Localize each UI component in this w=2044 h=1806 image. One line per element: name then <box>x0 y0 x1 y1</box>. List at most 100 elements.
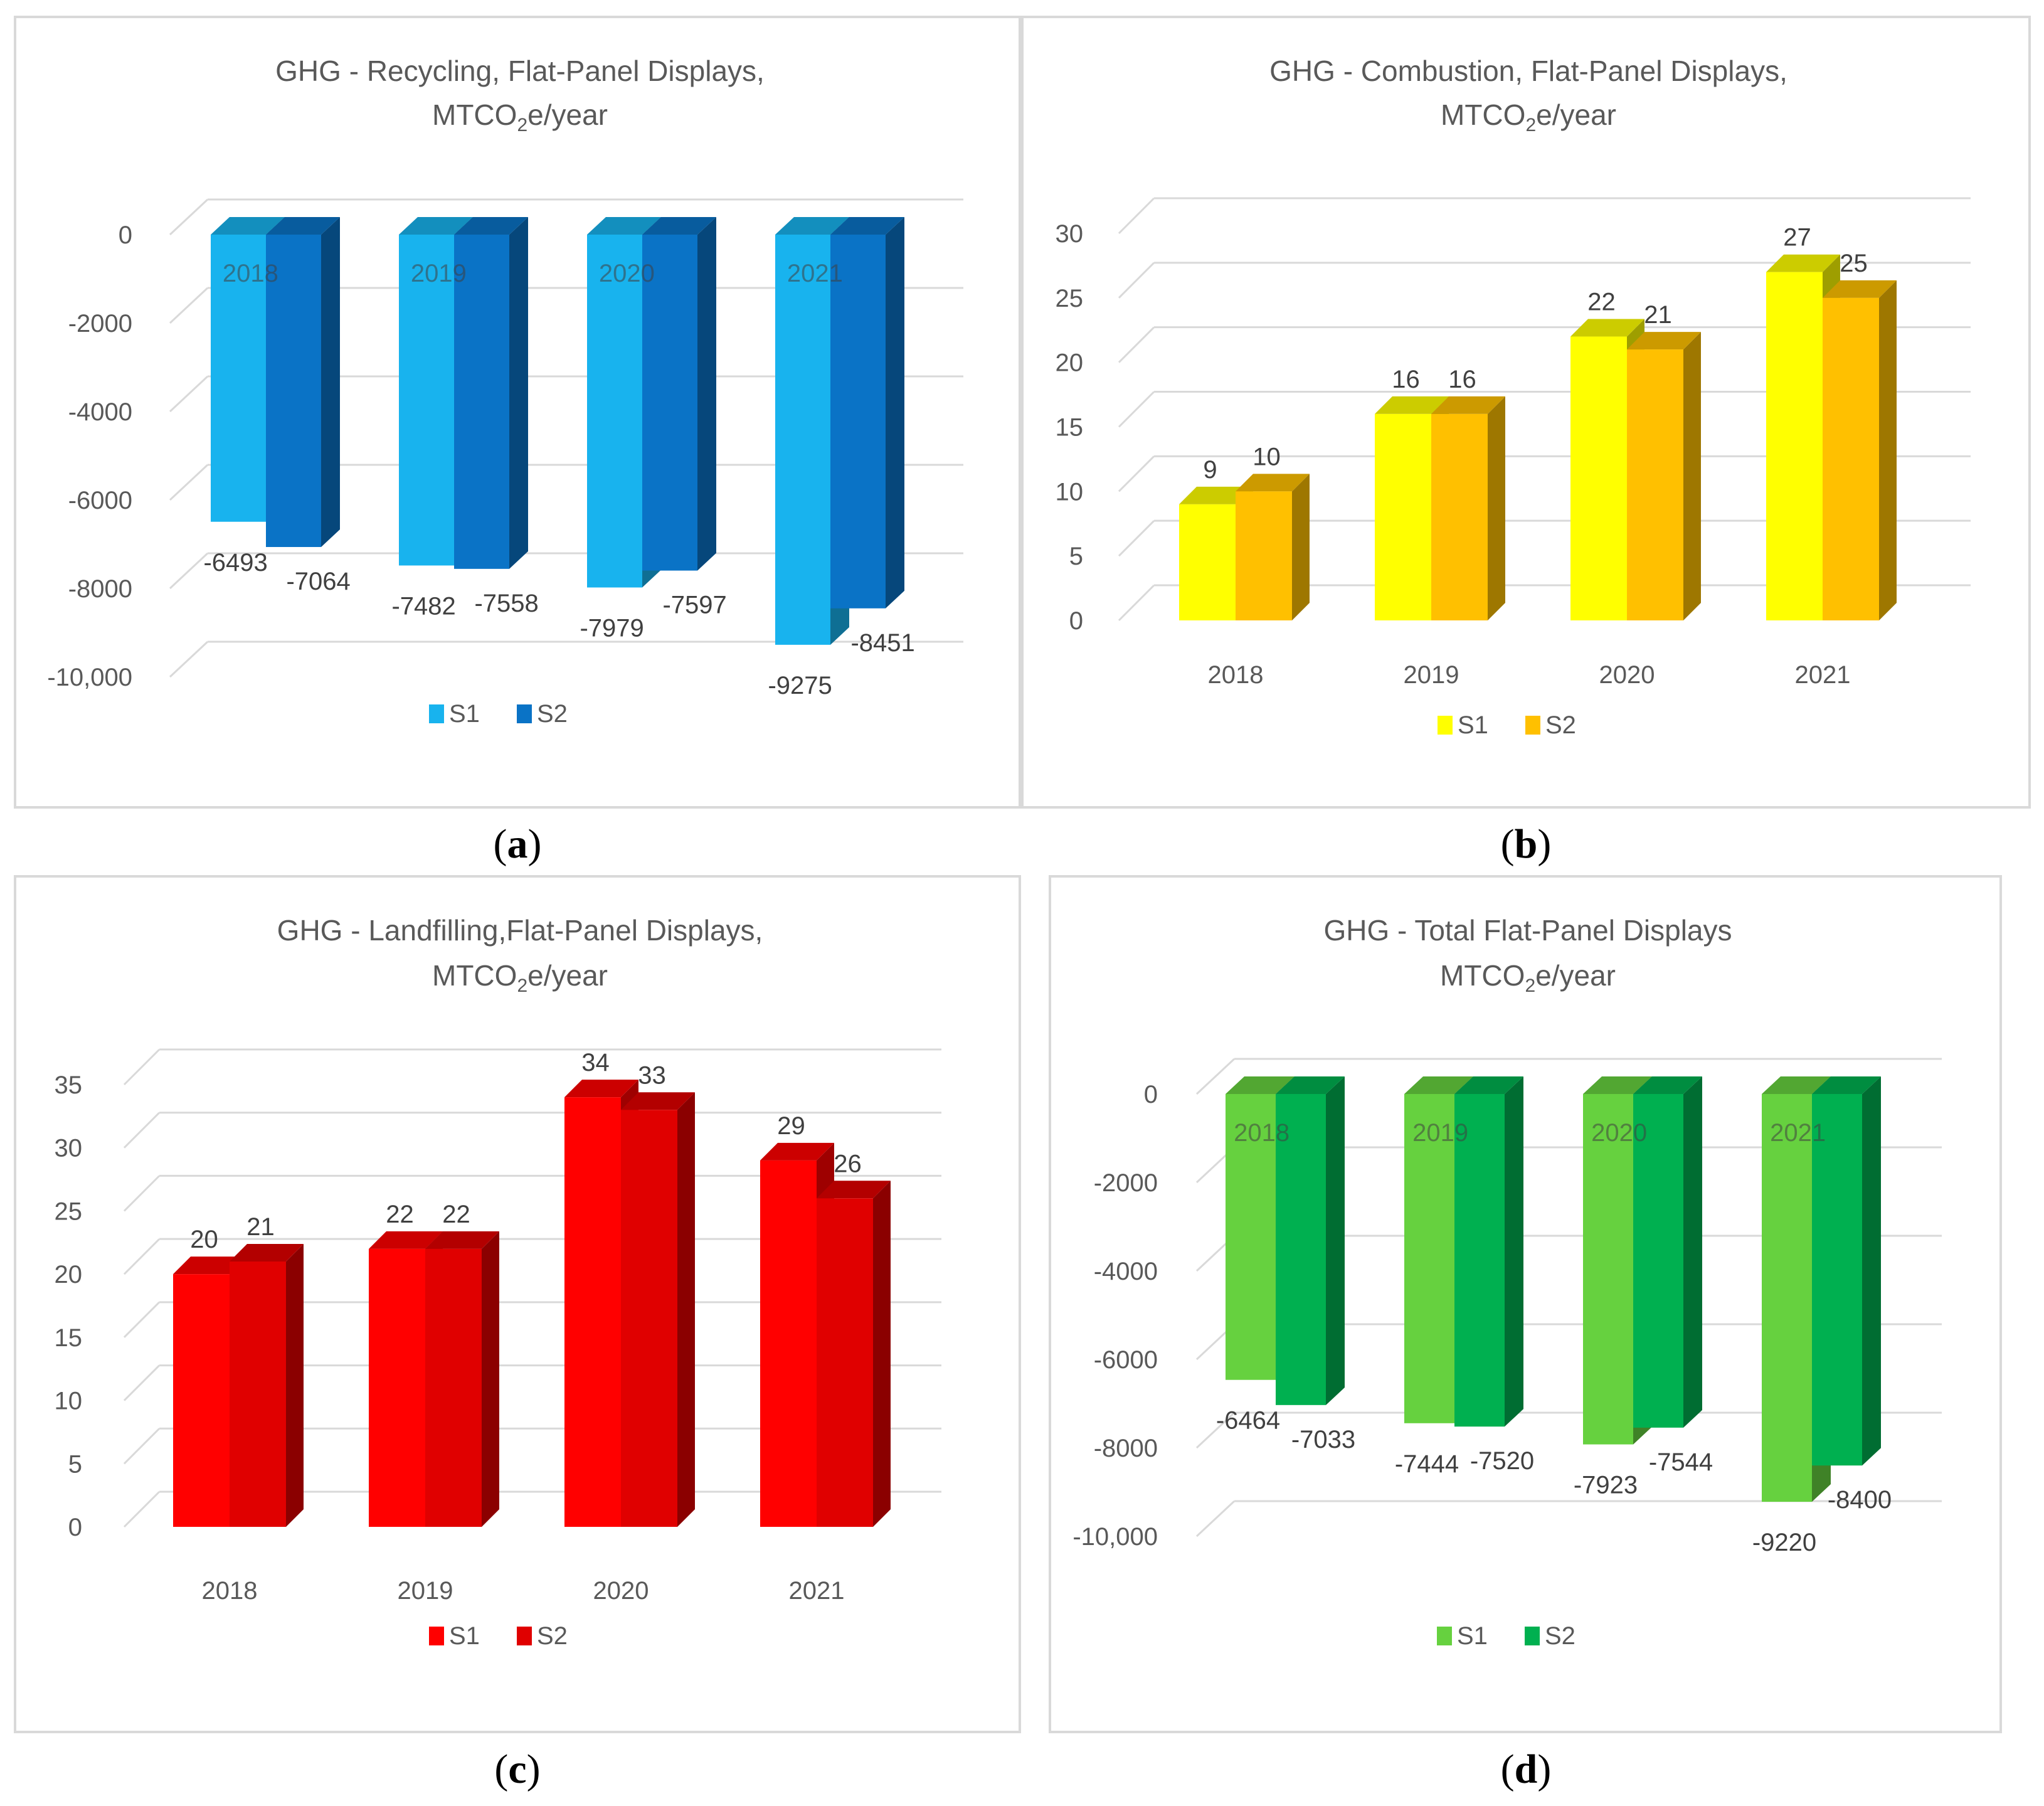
bar-side <box>1326 1076 1345 1405</box>
bar-front <box>1404 1094 1454 1423</box>
bar-front <box>1375 413 1431 620</box>
bar-s2-2020 <box>1627 332 1701 620</box>
y-tick-label: 10 <box>55 1388 83 1415</box>
data-label: -9220 <box>1752 1529 1816 1556</box>
y-tick-label: 30 <box>55 1135 83 1162</box>
bar-side <box>1292 474 1310 620</box>
bar-front <box>1766 272 1823 620</box>
y-tick-label: -2000 <box>68 310 132 337</box>
y-tick-label: -4000 <box>1094 1258 1158 1285</box>
bar-top <box>1276 1076 1345 1094</box>
data-label: -7520 <box>1470 1447 1534 1475</box>
data-label: -7923 <box>1574 1472 1638 1499</box>
category-label: 2020 <box>1591 1119 1647 1147</box>
bar-s2-2020 <box>1633 1076 1702 1428</box>
legend-swatch-s1 <box>1437 1627 1452 1645</box>
bar-front <box>173 1274 230 1527</box>
bar-top <box>564 1080 638 1098</box>
bar-top <box>642 217 716 235</box>
category-label: 2021 <box>787 260 843 287</box>
bar-s2-2018 <box>1236 474 1310 620</box>
gridline-depth <box>123 1175 161 1212</box>
data-label: 34 <box>581 1049 610 1076</box>
legend-label-s2: S2 <box>537 700 568 728</box>
gridline-depth <box>169 640 209 678</box>
bar-s2-2021 <box>1812 1076 1881 1466</box>
data-label: -7444 <box>1395 1450 1459 1478</box>
data-label: 16 <box>1392 366 1420 393</box>
y-tick-label: 35 <box>55 1071 83 1099</box>
y-tick-label: 20 <box>1056 349 1084 377</box>
y-tick-label: -4000 <box>68 398 132 426</box>
bar-top <box>1226 1076 1295 1094</box>
caption-b: (b) <box>1500 821 1552 867</box>
bar-top <box>587 217 661 235</box>
gridline-depth <box>1118 520 1155 557</box>
data-label: 9 <box>1203 456 1217 484</box>
data-label: 27 <box>1783 224 1811 252</box>
bar-top <box>425 1231 499 1249</box>
gridline-depth <box>1195 1411 1236 1449</box>
data-label: 16 <box>1448 366 1476 393</box>
bar-side <box>321 217 340 548</box>
bar-s2-2019 <box>1431 396 1505 620</box>
bar-s2-2021 <box>830 217 904 608</box>
data-label: -7597 <box>662 592 726 619</box>
bar-front <box>564 1097 621 1527</box>
y-tick-label: -6000 <box>1094 1346 1158 1374</box>
chart-panel-combustion: GHG - Combustion, Flat-Panel Displays, MT… <box>1021 16 2031 809</box>
chart-subtitle: MTCO2e/year <box>432 959 608 996</box>
bar-side <box>677 1092 695 1527</box>
gridline-depth <box>169 552 209 590</box>
gridline-depth <box>123 1428 161 1465</box>
chart-combustion-svg: GHG - Combustion, Flat-Panel Displays, MT… <box>1056 55 1971 739</box>
bar-front <box>642 235 697 571</box>
bar-top <box>830 217 904 235</box>
data-label: 22 <box>386 1201 414 1228</box>
bar-front <box>1226 1094 1276 1380</box>
chart-panel-recycling: GHG - Recycling, Flat-Panel Displays, MTC… <box>14 16 1021 809</box>
bar-top <box>1404 1076 1473 1094</box>
bar-front <box>830 235 886 608</box>
data-label: 21 <box>246 1213 275 1241</box>
legend-label-s1: S1 <box>1458 711 1488 739</box>
bar-top <box>1633 1076 1702 1094</box>
bar-side <box>1488 396 1505 620</box>
data-label: 10 <box>1252 443 1281 470</box>
bar-top <box>1812 1076 1881 1094</box>
gridline-depth <box>1118 455 1155 492</box>
data-label: -7558 <box>474 590 538 617</box>
bar-top <box>266 217 340 235</box>
y-tick-label: 30 <box>1056 220 1084 248</box>
category-label: 2018 <box>223 260 278 287</box>
category-label: 2019 <box>1404 661 1459 689</box>
bar-side <box>509 217 528 569</box>
bar-top <box>369 1231 443 1249</box>
chart-subtitle: MTCO2e/year <box>432 98 608 135</box>
bar-top <box>775 217 849 235</box>
y-tick-label: 5 <box>68 1450 82 1478</box>
category-label: 2019 <box>1412 1119 1468 1147</box>
chart-title: GHG - Recycling, Flat-Panel Displays, <box>275 55 765 87</box>
data-label: 25 <box>1840 250 1868 277</box>
category-label: 2020 <box>1599 661 1655 689</box>
bar-s2-2021 <box>817 1181 891 1527</box>
bar-top <box>1236 474 1310 492</box>
data-label: -9275 <box>768 672 832 699</box>
legend-swatch-s1 <box>429 704 444 723</box>
chart-landfilling-svg: GHG - Landfilling,Flat-Panel Displays, MT… <box>55 914 941 1650</box>
bar-top <box>1454 1076 1523 1094</box>
bar-side <box>873 1181 891 1527</box>
legend-swatch-s2 <box>1525 716 1540 735</box>
bar-front <box>399 235 454 566</box>
bar-front <box>230 1262 286 1527</box>
bar-front <box>454 235 509 569</box>
gridline-depth <box>123 1112 161 1149</box>
gridline-depth <box>1118 584 1155 622</box>
category-label: 2020 <box>599 260 655 287</box>
bar-front <box>760 1160 817 1527</box>
bar-s2-2019 <box>1454 1076 1523 1427</box>
gridline-depth <box>169 287 209 324</box>
bar-front <box>587 235 642 588</box>
y-tick-label: 15 <box>1056 414 1084 442</box>
